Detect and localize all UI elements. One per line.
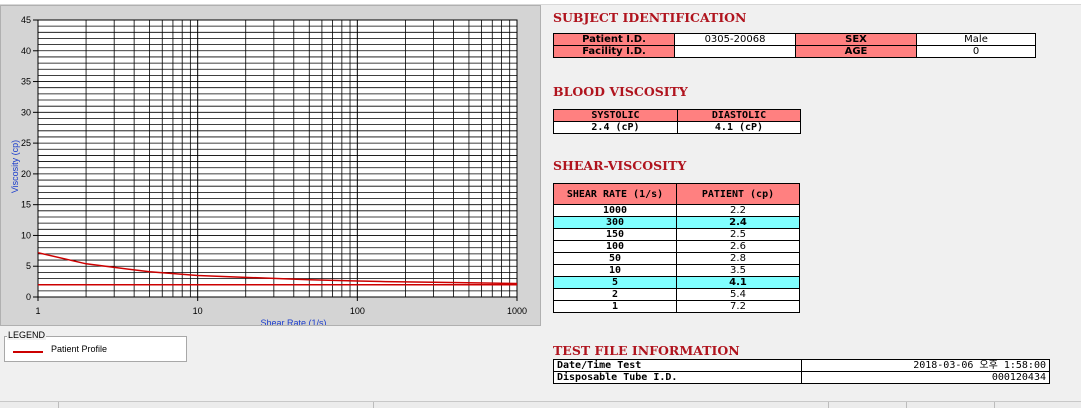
shear-row: 150 2.5 <box>553 228 800 241</box>
shear-rate-cell: 5 <box>553 276 677 289</box>
datetime-label: Date/Time Test <box>553 359 802 372</box>
systolic-label: SYSTOLIC <box>553 109 678 122</box>
patient-cp-cell: 3.5 <box>676 264 800 277</box>
x-tick-label: 10 <box>193 306 203 316</box>
tube-id-label: Disposable Tube I.D. <box>553 371 802 384</box>
legend-line-swatch <box>13 351 43 353</box>
shear-row: 50 2.8 <box>553 252 800 265</box>
shear-rate-cell: 10 <box>553 264 677 277</box>
age-value: 0 <box>916 45 1036 58</box>
y-tick-label: 15 <box>21 200 31 210</box>
patient-profile-line <box>37 251 518 285</box>
shear-viscosity-heading: SHEAR-VISCOSITY <box>553 158 687 173</box>
patient-cp-cell: 2.2 <box>676 204 800 217</box>
subject-identification-heading: SUBJECT IDENTIFICATION <box>553 10 747 25</box>
patient-cp-cell: 7.2 <box>676 300 800 313</box>
status-bar-divider <box>906 402 907 408</box>
shear-row: 2 5.4 <box>553 288 800 301</box>
x-axis-label: Shear Rate (1/s) <box>260 318 326 325</box>
status-bar <box>0 401 1081 408</box>
y-tick-label: 30 <box>21 107 31 117</box>
test-file-information-heading: TEST FILE INFORMATION <box>553 343 740 358</box>
patient-cp-cell: 4.1 <box>676 276 800 289</box>
y-tick-label: 20 <box>21 169 31 179</box>
subject-table: Patient I.D. 0305-20068 SEX Male Facilit… <box>553 33 1036 58</box>
shear-rate-cell: 150 <box>553 228 677 241</box>
age-label: AGE <box>795 45 917 58</box>
table-row: Facility I.D. AGE 0 <box>553 45 1036 58</box>
shear-rate-cell: 300 <box>553 216 677 229</box>
table-row: SYSTOLIC DIASTOLIC <box>553 109 801 122</box>
diastolic-label: DIASTOLIC <box>677 109 801 122</box>
datetime-value: 2018-03-06 오후 1:58:00 <box>801 359 1050 372</box>
patient-cp-header: PATIENT (cp) <box>676 183 800 205</box>
shear-row: 5 4.1 <box>553 276 800 289</box>
shear-rate-cell: 1000 <box>553 204 677 217</box>
legend-title: LEGEND <box>7 330 47 340</box>
shear-row: 1 7.2 <box>553 300 800 313</box>
y-tick-label: 5 <box>26 261 31 271</box>
patient-id-value: 0305-20068 <box>674 33 796 46</box>
table-row: 2.4 (cP) 4.1 (cP) <box>553 121 801 134</box>
table-row: Patient I.D. 0305-20068 SEX Male <box>553 33 1036 46</box>
shear-row: 100 2.6 <box>553 240 800 253</box>
diastolic-value: 4.1 (cP) <box>677 121 801 134</box>
shear-rate-header: SHEAR RATE (1/s) <box>553 183 677 205</box>
table-row: Disposable Tube I.D. 000120434 <box>553 371 1050 384</box>
shear-viscosity-table: SHEAR RATE (1/s) PATIENT (cp) 1000 2.2 300… <box>553 183 800 313</box>
blood-viscosity-heading: BLOOD VISCOSITY <box>553 84 688 99</box>
shear-rate-cell: 100 <box>553 240 677 253</box>
shear-row: 10 3.5 <box>553 264 800 277</box>
table-row: SHEAR RATE (1/s) PATIENT (cp) <box>553 183 800 205</box>
y-tick-label: 0 <box>26 292 31 302</box>
x-tick-label: 100 <box>350 306 365 316</box>
legend-box: LEGEND Patient Profile <box>4 330 187 362</box>
status-bar-divider <box>994 402 995 408</box>
legend-item-label: Patient Profile <box>51 344 108 354</box>
sex-label: SEX <box>795 33 917 46</box>
top-strip <box>0 0 1081 5</box>
table-row: Date/Time Test 2018-03-06 오후 1:58:00 <box>553 359 1050 372</box>
patient-id-label: Patient I.D. <box>553 33 675 46</box>
blood-viscosity-table: SYSTOLIC DIASTOLIC 2.4 (cP) 4.1 (cP) <box>553 109 801 134</box>
shear-rate-cell: 50 <box>553 252 677 265</box>
facility-id-value <box>674 45 796 58</box>
test-file-table: Date/Time Test 2018-03-06 오후 1:58:00 Dis… <box>553 359 1050 384</box>
facility-id-label: Facility I.D. <box>553 45 675 58</box>
patient-cp-cell: 2.8 <box>676 252 800 265</box>
patient-cp-cell: 2.4 <box>676 216 800 229</box>
y-tick-label: 45 <box>21 15 31 25</box>
patient-cp-cell: 2.6 <box>676 240 800 253</box>
patient-cp-cell: 5.4 <box>676 288 800 301</box>
status-bar-divider <box>58 402 59 408</box>
y-axis-label: Viscosity (cp) <box>10 140 20 193</box>
y-tick-label: 25 <box>21 138 31 148</box>
viscosity-chart-panel: 0 5 10 15 20 25 30 35 40 45 1 10 100 1000 Shear Rate (… <box>0 5 541 326</box>
y-tick-label: 35 <box>21 77 31 87</box>
tube-id-value: 000120434 <box>801 371 1050 384</box>
shear-rate-cell: 1 <box>553 300 677 313</box>
patient-cp-cell: 2.5 <box>676 228 800 241</box>
viscosity-chart: 0 5 10 15 20 25 30 35 40 45 1 10 100 1000 Shear Rate (… <box>10 15 527 325</box>
x-tick-label: 1000 <box>507 306 527 316</box>
shear-row: 300 2.4 <box>553 216 800 229</box>
shear-row: 1000 2.2 <box>553 204 800 217</box>
systolic-value: 2.4 (cP) <box>553 121 678 134</box>
y-tick-label: 10 <box>21 230 31 240</box>
x-tick-label: 1 <box>35 306 40 316</box>
plot-area <box>37 19 518 298</box>
shear-viscosity-rows: 1000 2.2 300 2.4 150 2.5 100 2.6 50 2.8 10 3.5 5 4.1 2… <box>553 204 800 313</box>
y-tick-label: 40 <box>21 46 31 56</box>
status-bar-divider <box>828 402 829 408</box>
sex-value: Male <box>916 33 1036 46</box>
status-bar-divider <box>373 402 374 408</box>
shear-rate-cell: 2 <box>553 288 677 301</box>
